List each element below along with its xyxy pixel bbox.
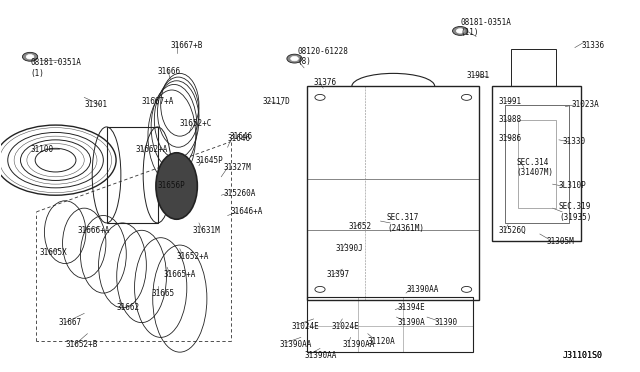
Circle shape xyxy=(26,55,34,59)
Text: 31631M: 31631M xyxy=(193,226,220,235)
Text: 31390AA: 31390AA xyxy=(343,340,375,349)
Text: 31376: 31376 xyxy=(314,78,337,87)
Bar xyxy=(307,297,473,352)
Text: 31656P: 31656P xyxy=(157,182,185,190)
Text: 31646: 31646 xyxy=(228,134,251,142)
Text: 31023A: 31023A xyxy=(572,100,600,109)
Text: 31666: 31666 xyxy=(157,67,180,76)
Text: 31024E: 31024E xyxy=(291,322,319,331)
Text: 3L310P: 3L310P xyxy=(559,182,587,190)
Text: 31390AA: 31390AA xyxy=(406,285,438,294)
Text: 315260A: 315260A xyxy=(223,189,255,198)
Text: 31390A: 31390A xyxy=(397,318,426,327)
Text: 31646: 31646 xyxy=(230,132,253,141)
Ellipse shape xyxy=(156,153,197,219)
Bar xyxy=(307,86,479,301)
Text: 31120A: 31120A xyxy=(368,337,396,346)
Text: 31024E: 31024E xyxy=(332,322,359,331)
Text: 31667: 31667 xyxy=(59,318,82,327)
Text: 08181-0351A
(1): 08181-0351A (1) xyxy=(30,58,81,77)
Text: 319B1: 319B1 xyxy=(467,71,490,80)
Text: 31662: 31662 xyxy=(116,303,140,312)
Text: 31991: 31991 xyxy=(499,97,522,106)
Text: 31605X: 31605X xyxy=(40,248,67,257)
Text: 31645P: 31645P xyxy=(196,155,223,165)
Text: 31390: 31390 xyxy=(435,318,458,327)
Text: 31652+B: 31652+B xyxy=(65,340,97,349)
Circle shape xyxy=(291,57,298,61)
Circle shape xyxy=(452,26,468,35)
Text: SEC.317
(24361M): SEC.317 (24361M) xyxy=(387,213,424,232)
Text: 31330: 31330 xyxy=(562,137,585,146)
Text: 31390AA: 31390AA xyxy=(279,340,312,349)
Text: 31390J: 31390J xyxy=(336,244,364,253)
Text: 31394E: 31394E xyxy=(397,303,426,312)
Bar xyxy=(518,119,556,208)
Text: 31327M: 31327M xyxy=(223,163,251,172)
Text: J31101S0: J31101S0 xyxy=(562,351,602,360)
Text: 31390AA: 31390AA xyxy=(304,351,337,360)
Text: 31667+B: 31667+B xyxy=(170,41,203,50)
Text: 31665+A: 31665+A xyxy=(164,270,196,279)
Circle shape xyxy=(456,29,464,33)
Bar xyxy=(106,127,157,223)
Bar xyxy=(511,49,556,86)
Text: 31301: 31301 xyxy=(84,100,108,109)
Circle shape xyxy=(287,54,302,63)
Text: 31397: 31397 xyxy=(326,270,349,279)
Text: 31652: 31652 xyxy=(349,222,372,231)
Text: 32117D: 32117D xyxy=(262,97,291,106)
Bar xyxy=(505,105,568,223)
Text: 31646+A: 31646+A xyxy=(231,207,263,217)
Text: 31986: 31986 xyxy=(499,134,522,142)
Text: 31305M: 31305M xyxy=(546,237,574,246)
Text: 31665: 31665 xyxy=(151,289,174,298)
Text: 31667+A: 31667+A xyxy=(141,97,174,106)
Text: J31101S0: J31101S0 xyxy=(562,351,602,360)
Text: SEC.319
(31935): SEC.319 (31935) xyxy=(559,202,591,222)
Circle shape xyxy=(22,52,38,61)
Text: 31662+A: 31662+A xyxy=(135,145,168,154)
Text: SEC.314
(31407M): SEC.314 (31407M) xyxy=(516,158,553,177)
Text: 08181-0351A
(11): 08181-0351A (11) xyxy=(460,17,511,37)
Text: 31526Q: 31526Q xyxy=(499,226,526,235)
Text: 31988: 31988 xyxy=(499,115,522,124)
Text: 31666+A: 31666+A xyxy=(78,226,110,235)
Text: 31100: 31100 xyxy=(30,145,53,154)
Text: 08120-61228
(8): 08120-61228 (8) xyxy=(298,47,349,67)
Text: 31652+C: 31652+C xyxy=(180,119,212,128)
Text: 31652+A: 31652+A xyxy=(177,251,209,261)
Text: 31336: 31336 xyxy=(581,41,604,50)
Bar xyxy=(492,86,581,241)
